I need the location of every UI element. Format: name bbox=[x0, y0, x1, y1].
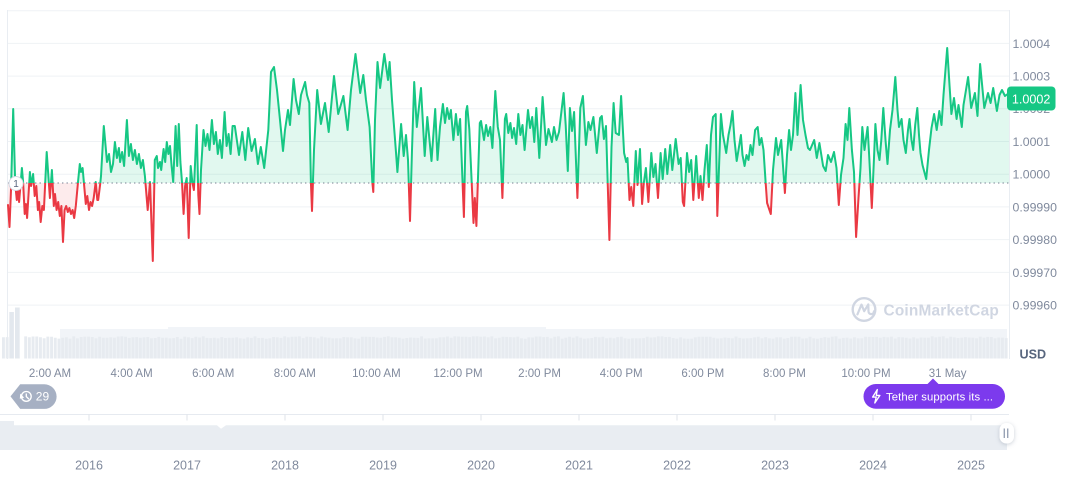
svg-text:2022: 2022 bbox=[663, 459, 691, 473]
svg-text:CoinMarketCap: CoinMarketCap bbox=[884, 303, 999, 320]
svg-text:2016: 2016 bbox=[75, 459, 103, 473]
svg-text:1: 1 bbox=[13, 179, 19, 190]
svg-text:2025: 2025 bbox=[957, 459, 985, 473]
svg-text:10:00 AM: 10:00 AM bbox=[352, 368, 401, 380]
svg-text:29: 29 bbox=[36, 390, 50, 404]
svg-text:8:00 AM: 8:00 AM bbox=[274, 368, 316, 380]
svg-text:1.0002: 1.0002 bbox=[1012, 92, 1051, 106]
svg-text:10:00 PM: 10:00 PM bbox=[841, 368, 890, 380]
svg-text:31 May: 31 May bbox=[929, 368, 967, 380]
svg-text:2024: 2024 bbox=[859, 459, 887, 473]
svg-text:2021: 2021 bbox=[565, 459, 593, 473]
svg-text:USD: USD bbox=[1020, 347, 1047, 361]
svg-text:0.99970: 0.99970 bbox=[1013, 266, 1058, 280]
svg-text:8:00 PM: 8:00 PM bbox=[763, 368, 806, 380]
svg-text:1.0001: 1.0001 bbox=[1013, 135, 1051, 149]
svg-text:1.0004: 1.0004 bbox=[1013, 37, 1051, 51]
svg-text:1.0003: 1.0003 bbox=[1013, 70, 1051, 84]
svg-text:2017: 2017 bbox=[173, 459, 201, 473]
svg-text:4:00 PM: 4:00 PM bbox=[600, 368, 643, 380]
svg-text:0.99980: 0.99980 bbox=[1013, 233, 1058, 247]
svg-text:0.99990: 0.99990 bbox=[1013, 200, 1058, 214]
svg-text:6:00 AM: 6:00 AM bbox=[192, 368, 234, 380]
svg-text:2023: 2023 bbox=[761, 459, 789, 473]
svg-text:2018: 2018 bbox=[271, 459, 299, 473]
svg-text:Tether supports its ...: Tether supports its ... bbox=[886, 391, 993, 403]
svg-text:4:00 AM: 4:00 AM bbox=[110, 368, 152, 380]
svg-text:0.99960: 0.99960 bbox=[1013, 299, 1058, 313]
svg-text:6:00 PM: 6:00 PM bbox=[681, 368, 724, 380]
svg-text:2:00 PM: 2:00 PM bbox=[518, 368, 561, 380]
svg-text:12:00 PM: 12:00 PM bbox=[433, 368, 482, 380]
svg-text:1.0000: 1.0000 bbox=[1013, 168, 1051, 182]
svg-text:2019: 2019 bbox=[369, 459, 397, 473]
svg-text:2:00 AM: 2:00 AM bbox=[29, 368, 71, 380]
svg-text:2020: 2020 bbox=[467, 459, 495, 473]
